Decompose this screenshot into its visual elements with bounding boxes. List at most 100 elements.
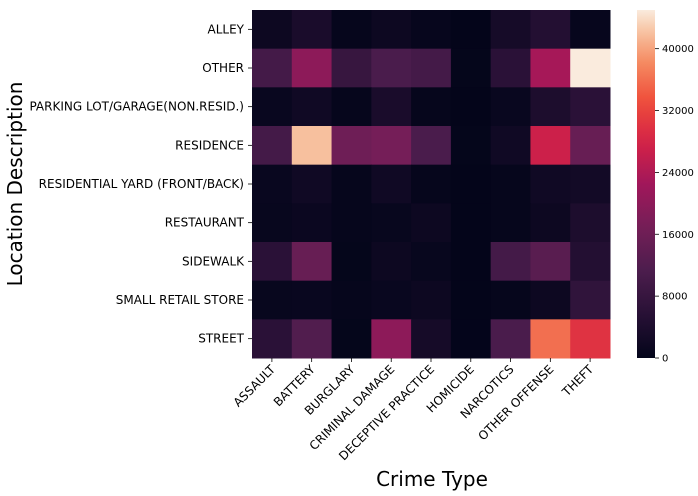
heatmap-cell xyxy=(252,242,293,282)
heatmap-cell xyxy=(252,280,293,320)
heatmap-cell xyxy=(450,319,492,359)
heatmap-cell xyxy=(530,164,571,204)
heatmap-cell xyxy=(371,242,412,282)
heatmap-cell xyxy=(530,203,571,243)
x-tick-label: OTHER OFFENSE xyxy=(475,362,556,443)
y-tick-labels: ALLEY OTHER PARKING LOT/GARAGE(NON.RESID.)… xyxy=(29,22,252,346)
y-tick-label: STREET xyxy=(198,332,244,346)
heatmap-cell xyxy=(371,48,412,88)
heatmap-cell xyxy=(371,87,412,127)
heatmap-cell xyxy=(411,242,452,282)
heatmap-cell xyxy=(252,10,293,50)
heatmap-cell xyxy=(570,203,611,243)
heatmap-cell xyxy=(530,126,571,166)
heatmap-cell xyxy=(450,280,492,320)
y-tick-label: SIDEWALK xyxy=(182,254,245,268)
heatmap-cell xyxy=(490,203,531,243)
heatmap-cell xyxy=(450,48,492,88)
heatmap-cell xyxy=(530,87,571,127)
colorbar xyxy=(637,10,655,358)
heatmap-cell xyxy=(450,242,492,282)
heatmap-cell xyxy=(331,48,372,88)
heatmap-cells xyxy=(252,10,611,359)
colorbar-ticks: 0 8000 16000 24000 32000 40000 xyxy=(655,44,694,365)
heatmap-cell xyxy=(570,10,611,50)
heatmap-cell xyxy=(411,319,452,359)
heatmap-cell xyxy=(331,10,372,50)
heatmap-cell xyxy=(252,48,293,88)
heatmap-cell xyxy=(331,319,372,359)
heatmap-cell xyxy=(490,126,531,166)
heatmap-cell xyxy=(530,242,571,282)
heatmap-cell xyxy=(291,242,333,282)
heatmap-cell xyxy=(291,319,333,359)
heatmap-cell xyxy=(252,164,293,204)
heatmap-cell xyxy=(490,280,531,320)
x-axis-title: Crime Type xyxy=(376,467,488,491)
heatmap-cell xyxy=(252,319,293,359)
heatmap-cell xyxy=(450,87,492,127)
heatmap-cell xyxy=(291,164,333,204)
heatmap-cell xyxy=(490,242,531,282)
heatmap-cell xyxy=(530,319,571,359)
heatmap-cell xyxy=(530,48,571,88)
x-tick-label: THEFT xyxy=(559,362,597,400)
heatmap-cell xyxy=(490,319,531,359)
heatmap-cell xyxy=(411,203,452,243)
heatmap-cell xyxy=(490,164,531,204)
heatmap-cell xyxy=(411,10,452,50)
heatmap-cell xyxy=(331,280,372,320)
heatmap-cell xyxy=(450,126,492,166)
heatmap-cell xyxy=(291,48,333,88)
colorbar-tick-label: 24000 xyxy=(662,168,694,179)
heatmap-cell xyxy=(291,126,333,166)
x-tick-label: ASSAULT xyxy=(231,362,279,410)
y-tick-label: RESIDENCE xyxy=(175,138,244,152)
heatmap-cell xyxy=(570,280,611,320)
y-tick-label: PARKING LOT/GARAGE(NON.RESID.) xyxy=(29,100,244,114)
colorbar-tick-label: 32000 xyxy=(662,106,694,117)
y-tick-label: ALLEY xyxy=(208,22,245,36)
heatmap-cell xyxy=(490,10,531,50)
heatmap-cell xyxy=(490,87,531,127)
heatmap-cell xyxy=(331,87,372,127)
heatmap-cell xyxy=(252,126,293,166)
y-tick-label: OTHER xyxy=(202,61,244,75)
heatmap-cell xyxy=(570,126,611,166)
heatmap-cell xyxy=(371,126,412,166)
y-tick-label: SMALL RETAIL STORE xyxy=(116,293,244,307)
heatmap-cell xyxy=(291,87,333,127)
heatmap-cell xyxy=(371,10,412,50)
colorbar-tick-label: 16000 xyxy=(662,230,694,241)
heatmap-cell xyxy=(371,280,412,320)
heatmap-cell xyxy=(570,48,611,88)
colorbar-tick-label: 40000 xyxy=(662,44,694,55)
heatmap-cell xyxy=(411,164,452,204)
heatmap-cell xyxy=(331,164,372,204)
heatmap-cell xyxy=(411,87,452,127)
heatmap-cell xyxy=(411,48,452,88)
heatmap-cell xyxy=(371,203,412,243)
heatmap-cell xyxy=(371,164,412,204)
heatmap-cell xyxy=(331,126,372,166)
heatmap-cell xyxy=(570,164,611,204)
colorbar-tick-label: 8000 xyxy=(662,292,687,303)
heatmap-cell xyxy=(411,280,452,320)
heatmap-cell xyxy=(331,203,372,243)
heatmap-cell xyxy=(570,242,611,282)
y-axis-title: Location Description xyxy=(3,82,27,287)
heatmap-cell xyxy=(450,203,492,243)
y-tick-label: RESIDENTIAL YARD (FRONT/BACK) xyxy=(39,177,244,191)
heatmap-cell xyxy=(371,319,412,359)
heatmap-cell xyxy=(530,10,571,50)
heatmap-cell xyxy=(291,203,333,243)
heatmap-cell xyxy=(252,203,293,243)
heatmap-cell xyxy=(450,164,492,204)
heatmap-cell xyxy=(291,10,333,50)
colorbar-tick-label: 0 xyxy=(662,354,668,365)
heatmap-cell xyxy=(331,242,372,282)
heatmap-cell xyxy=(291,280,333,320)
heatmap-cell xyxy=(490,48,531,88)
heatmap-cell xyxy=(570,87,611,127)
